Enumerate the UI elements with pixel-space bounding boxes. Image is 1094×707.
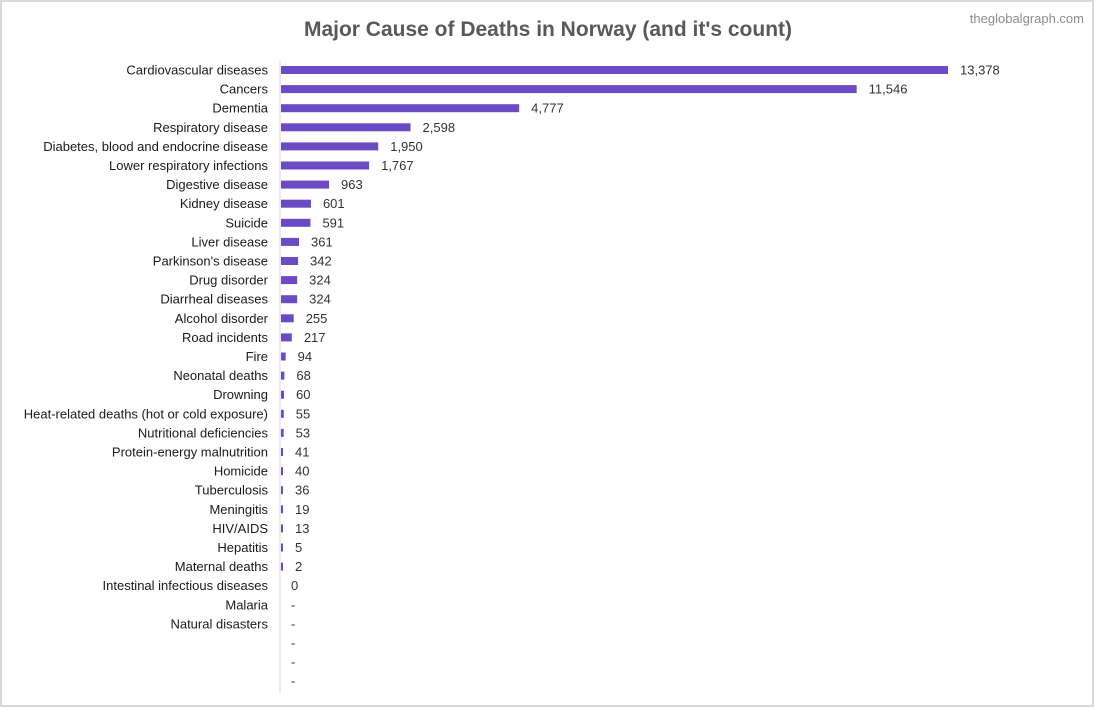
category-label: Respiratory disease (153, 120, 268, 135)
data-label: 13 (295, 521, 309, 536)
data-label: 41 (295, 445, 309, 460)
data-label: 40 (295, 464, 309, 479)
bar (281, 257, 299, 265)
data-label: 36 (295, 483, 309, 498)
bar (281, 237, 299, 246)
category-label: Digestive disease (166, 177, 268, 192)
bar (281, 352, 286, 361)
category-label: Meningitis (209, 502, 268, 517)
category-label: Lower respiratory infections (109, 158, 268, 173)
bar (281, 218, 311, 227)
bar (281, 333, 292, 342)
bar (281, 524, 283, 533)
bar (281, 467, 283, 476)
category-label: Nutritional deficiencies (138, 425, 269, 440)
data-label: 60 (296, 387, 310, 402)
bar (281, 199, 311, 208)
bar (281, 543, 283, 552)
bar (281, 180, 330, 189)
bar (281, 486, 283, 495)
data-label: 601 (323, 196, 345, 211)
watermark: theglobalgraph.com (970, 11, 1084, 26)
category-label: Malaria (225, 597, 268, 612)
category-label: Liver disease (191, 234, 268, 249)
bars-group: Cardiovascular diseases 13,378 Cancers 11,5… (24, 63, 1000, 689)
category-label: Cancers (220, 82, 269, 97)
bar (281, 276, 298, 285)
data-label: 53 (296, 425, 310, 440)
data-label: - (291, 674, 295, 689)
category-label: Alcohol disorder (175, 311, 269, 326)
category-label: HIV/AIDS (212, 521, 268, 536)
bar (281, 505, 283, 514)
bar (281, 409, 284, 418)
bar (281, 104, 520, 113)
bar (281, 562, 283, 571)
category-label: Kidney disease (180, 196, 268, 211)
category-label: Cardiovascular diseases (126, 63, 268, 78)
data-label: - (291, 636, 295, 651)
bar (281, 161, 370, 170)
category-label: Natural disasters (170, 616, 268, 631)
category-label: Road incidents (182, 330, 268, 345)
category-label: Suicide (225, 215, 268, 230)
bar (281, 371, 285, 380)
data-label: 4,777 (531, 101, 564, 116)
data-label: 2 (295, 559, 302, 574)
bar (281, 428, 284, 437)
data-label: 1,767 (381, 158, 414, 173)
chart-title: Major Cause of Deaths in Norway (and it'… (304, 18, 792, 41)
data-label: - (291, 655, 295, 670)
category-label: Maternal deaths (175, 559, 269, 574)
data-label: 13,378 (960, 63, 1000, 78)
category-label: Tuberculosis (195, 483, 269, 498)
data-label: 591 (322, 215, 344, 230)
category-label: Heat-related deaths (hot or cold exposur… (24, 406, 268, 421)
data-label: 5 (295, 540, 302, 555)
category-label: Homicide (214, 464, 268, 479)
category-label: Protein-energy malnutrition (112, 445, 268, 460)
bar (281, 85, 857, 94)
bar (281, 142, 379, 151)
bar (281, 314, 294, 323)
category-label: Diabetes, blood and endocrine disease (43, 139, 268, 154)
category-label: Drowning (213, 387, 268, 402)
bar (281, 390, 284, 399)
data-label: 0 (291, 578, 298, 593)
data-label: 963 (341, 177, 363, 192)
data-label: 342 (310, 254, 332, 269)
data-label: 324 (309, 273, 331, 288)
bar (281, 295, 298, 304)
data-label: 361 (311, 234, 333, 249)
category-label: Fire (246, 349, 268, 364)
data-label: 68 (296, 368, 310, 383)
data-label: 324 (309, 292, 331, 307)
data-label: 2,598 (423, 120, 456, 135)
bar (281, 448, 284, 456)
data-label: 255 (306, 311, 328, 326)
data-label: 19 (295, 502, 309, 517)
category-label: Intestinal infectious diseases (103, 578, 269, 593)
category-label: Hepatitis (217, 540, 268, 555)
data-label: - (291, 616, 295, 631)
data-label: 94 (298, 349, 312, 364)
category-label: Diarrheal diseases (160, 292, 268, 307)
bar (281, 66, 948, 74)
bar (281, 123, 411, 132)
data-label: - (291, 597, 295, 612)
category-label: Neonatal deaths (173, 368, 268, 383)
data-label: 217 (304, 330, 326, 345)
category-label: Drug disorder (189, 273, 268, 288)
category-label: Parkinson's disease (153, 254, 268, 269)
data-label: 11,546 (869, 82, 908, 97)
data-label: 55 (296, 406, 310, 421)
data-label: 1,950 (390, 139, 423, 154)
category-label: Dementia (212, 101, 268, 116)
